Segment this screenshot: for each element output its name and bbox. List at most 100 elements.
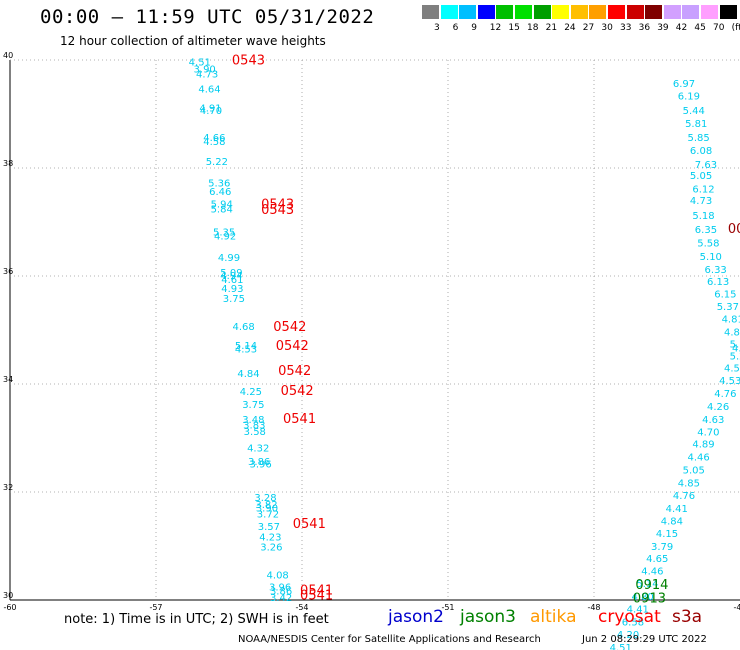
wave-height-label: 4.89: [692, 440, 714, 451]
colorbar-label: 6: [452, 23, 459, 33]
colorbar-swatch: [626, 5, 644, 19]
wave-height-label: 3.96: [269, 582, 291, 593]
colorbar-label: 18: [527, 23, 539, 33]
wave-height-label: 3.90: [194, 64, 216, 75]
wave-height-label: 3.79: [651, 542, 673, 553]
colorbar-label: 42: [675, 23, 688, 33]
x-tick-label: -57: [149, 603, 162, 612]
colorbar-label: 24: [564, 23, 576, 33]
colorbar-swatch: [682, 5, 700, 19]
pass-time-label: 00: [728, 222, 740, 237]
x-tick-label: -60: [3, 603, 16, 612]
pass-time-label: 0913: [633, 592, 666, 607]
wave-height-label: 4.73: [196, 69, 218, 80]
wave-height-label: 5.09: [220, 268, 242, 279]
wave-height-label: 5.94: [211, 199, 233, 210]
wave-height-label: 4.91: [199, 103, 221, 114]
wave-height-label: 6.13: [707, 277, 729, 288]
wave-height-label: 6.35: [695, 225, 717, 236]
wave-height-label: 4.85: [678, 479, 700, 490]
wave-height-label: 3.48: [242, 415, 264, 426]
wave-height-label: 6.19: [678, 91, 700, 102]
pass-time-label: 0914: [635, 578, 668, 593]
colorbar-swatch: [552, 5, 570, 19]
wave-height-label: 3.83: [243, 420, 265, 431]
wave-height-label: 4.20: [617, 630, 639, 641]
wave-height-label: 4.08: [267, 570, 289, 581]
wave-height-label: 5.2: [730, 352, 740, 363]
wave-height-label: 4.84: [237, 369, 259, 380]
wave-height-label: 4.93: [221, 284, 243, 295]
wave-height-label: 4.61: [221, 275, 243, 286]
wave-height-label: 6.12: [692, 184, 714, 195]
pass-time-label: 0542: [276, 339, 309, 354]
wave-height-label: 4.63: [702, 415, 724, 426]
colorbar-swatch: [440, 5, 458, 19]
wave-height-label: 4.23: [259, 533, 281, 544]
wave-height-label: 4.41: [627, 604, 649, 615]
wave-height-label: 7.63: [695, 160, 717, 171]
y-tick-label: 38: [3, 159, 13, 168]
chart-subtitle: 12 hour collection of altimeter wave hei…: [60, 34, 326, 48]
colorbar-swatch: [608, 5, 625, 19]
wave-height-label: 4.76: [673, 491, 695, 502]
wave-height-label: 5.10: [700, 252, 722, 263]
pass-time-label: 0543: [261, 198, 294, 213]
wave-height-label: 4.94: [220, 271, 242, 282]
x-tick-label: -51: [441, 603, 454, 612]
wave-height-label: 6.97: [673, 79, 695, 90]
colorbar-label: 21: [545, 23, 558, 33]
pass-time-label: 0541: [300, 584, 333, 599]
wave-height-label: 4.53: [235, 345, 257, 356]
pass-time-label: 0541: [283, 412, 316, 427]
pass-time-label: 0542: [278, 364, 311, 379]
colorbar-label: 45: [694, 23, 706, 33]
credit-line: NOAA/NESDIS Center for Satellite Applica…: [238, 634, 541, 645]
wave-height-label: 3.90: [256, 503, 278, 514]
wave-height-label: 3.42: [270, 593, 292, 604]
colorbar-swatch: [701, 5, 718, 19]
wave-height-label: 5.58: [697, 238, 719, 249]
footer-note: note: 1) Time is in UTC; 2) SWH is in fe…: [64, 612, 329, 627]
colorbar-label: 36: [638, 23, 651, 33]
wave-height-label: 5.05: [690, 171, 712, 182]
y-tick-label: 36: [3, 267, 13, 276]
wave-height-label: 4.84: [661, 516, 683, 527]
chart-title: 00:00 – 11:59 UTC 05/31/2022: [40, 6, 375, 28]
wave-height-label: 4.70: [697, 427, 719, 438]
wave-height-label: 4.57: [724, 364, 740, 375]
pass-time-label: 0541: [300, 588, 333, 603]
wave-height-label: 6.58: [622, 617, 644, 628]
wave-height-label: 4.80: [632, 592, 654, 603]
legend-altika: altika: [530, 607, 577, 627]
colorbar-label: (ft): [731, 23, 740, 33]
wave-height-label: 3.58: [244, 427, 266, 438]
wave-height-label: 5.36: [208, 178, 230, 189]
wave-height-label: 4.66: [203, 133, 225, 144]
wave-height-label: 4.76: [714, 389, 736, 400]
wave-height-label: 3.57: [258, 522, 280, 533]
colorbar-label: 30: [601, 23, 613, 33]
colorbar-label: 33: [620, 23, 632, 33]
wave-height-label: 6.15: [714, 290, 736, 301]
pass-time-label: 0542: [281, 384, 314, 399]
wave-height-label: 5.05: [683, 466, 705, 477]
wave-height-label: 5.85: [688, 133, 710, 144]
colorbar-swatch: [459, 5, 477, 19]
wave-height-label: 5.84: [211, 204, 233, 215]
wave-height-label: 5.44: [683, 106, 705, 117]
wave-height-label: 4.70: [200, 106, 222, 117]
wave-height-label: 4.58: [203, 137, 225, 148]
colorbar-label: 39: [657, 23, 669, 33]
x-tick-label: -54: [295, 603, 308, 612]
wave-height-label: 3.86: [248, 457, 270, 468]
colorbar-swatch: [422, 5, 439, 19]
wave-height-label: 4.81: [722, 314, 740, 325]
generated-timestamp: Jun 2 08:29:29 UTC 2022: [582, 634, 707, 645]
wave-height-label: 4.46: [688, 453, 710, 464]
wave-height-label: 5.35: [213, 228, 235, 239]
wave-height-label: 4.73: [690, 196, 712, 207]
wave-height-label: 3.86: [270, 587, 292, 598]
wave-height-label: 5.37: [717, 302, 739, 313]
